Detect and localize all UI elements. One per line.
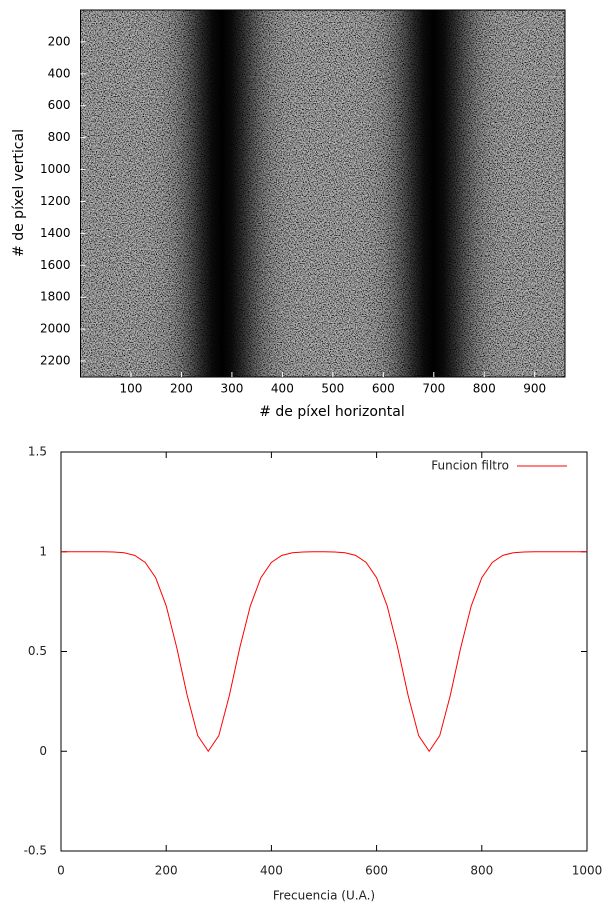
image-panel: # de píxel horizontal # de píxel vertica… [11,9,566,420]
x-tick-label: 600 [372,382,395,396]
x-axis-label: # de píxel horizontal [259,404,405,420]
x-tick-label: 100 [120,382,143,396]
y-tick-label: 2200 [40,354,71,368]
x-tick-label: 400 [260,864,283,878]
series-line [61,551,587,753]
y-tick-label: 1 [39,544,47,558]
x-tick-label: 400 [271,382,294,396]
x-tick-label: 500 [321,382,344,396]
y-tick-label: 1600 [40,258,71,272]
y-tick-label: 2000 [40,322,71,336]
x-tick-label: 700 [422,382,445,396]
image-bands [80,10,565,377]
x-tick-label: 300 [220,382,243,396]
y-tick-label: 0 [39,744,47,758]
x-tick-label: 800 [473,382,496,396]
plot-frame [60,451,588,852]
x-tick-label: 1000 [572,864,603,878]
y-tick-label: 0.5 [28,644,47,658]
x-tick-label: 800 [470,864,493,878]
legend-label: Funcion filtro [431,459,509,473]
x-tick-label: 200 [170,382,193,396]
y-tick-label: 1200 [40,194,71,208]
y-tick-label: 1.5 [28,445,47,459]
y-tick-label: 600 [48,98,71,112]
line-panel: Frecuencia (U.A.) 0 200 400 600 800 1000 -0.5 0… [24,445,603,903]
y-tick-label: -0.5 [24,844,47,858]
plot-frame [80,9,566,378]
y-tick-label: 1800 [40,290,71,304]
y-tick-label: 800 [48,130,71,144]
y-axis-label: # de píxel vertical [11,129,27,257]
x-tick-label: 600 [365,864,388,878]
x-axis-label: Frecuencia (U.A.) [273,889,375,903]
y-tick-label: 200 [48,34,71,48]
x-tick-label: 0 [57,864,65,878]
y-tick-label: 400 [48,66,71,80]
y-tick-label: 1400 [40,226,71,240]
y-tick-label: 1000 [40,162,71,176]
x-tick-label: 900 [523,382,546,396]
x-tick-label: 200 [155,864,178,878]
